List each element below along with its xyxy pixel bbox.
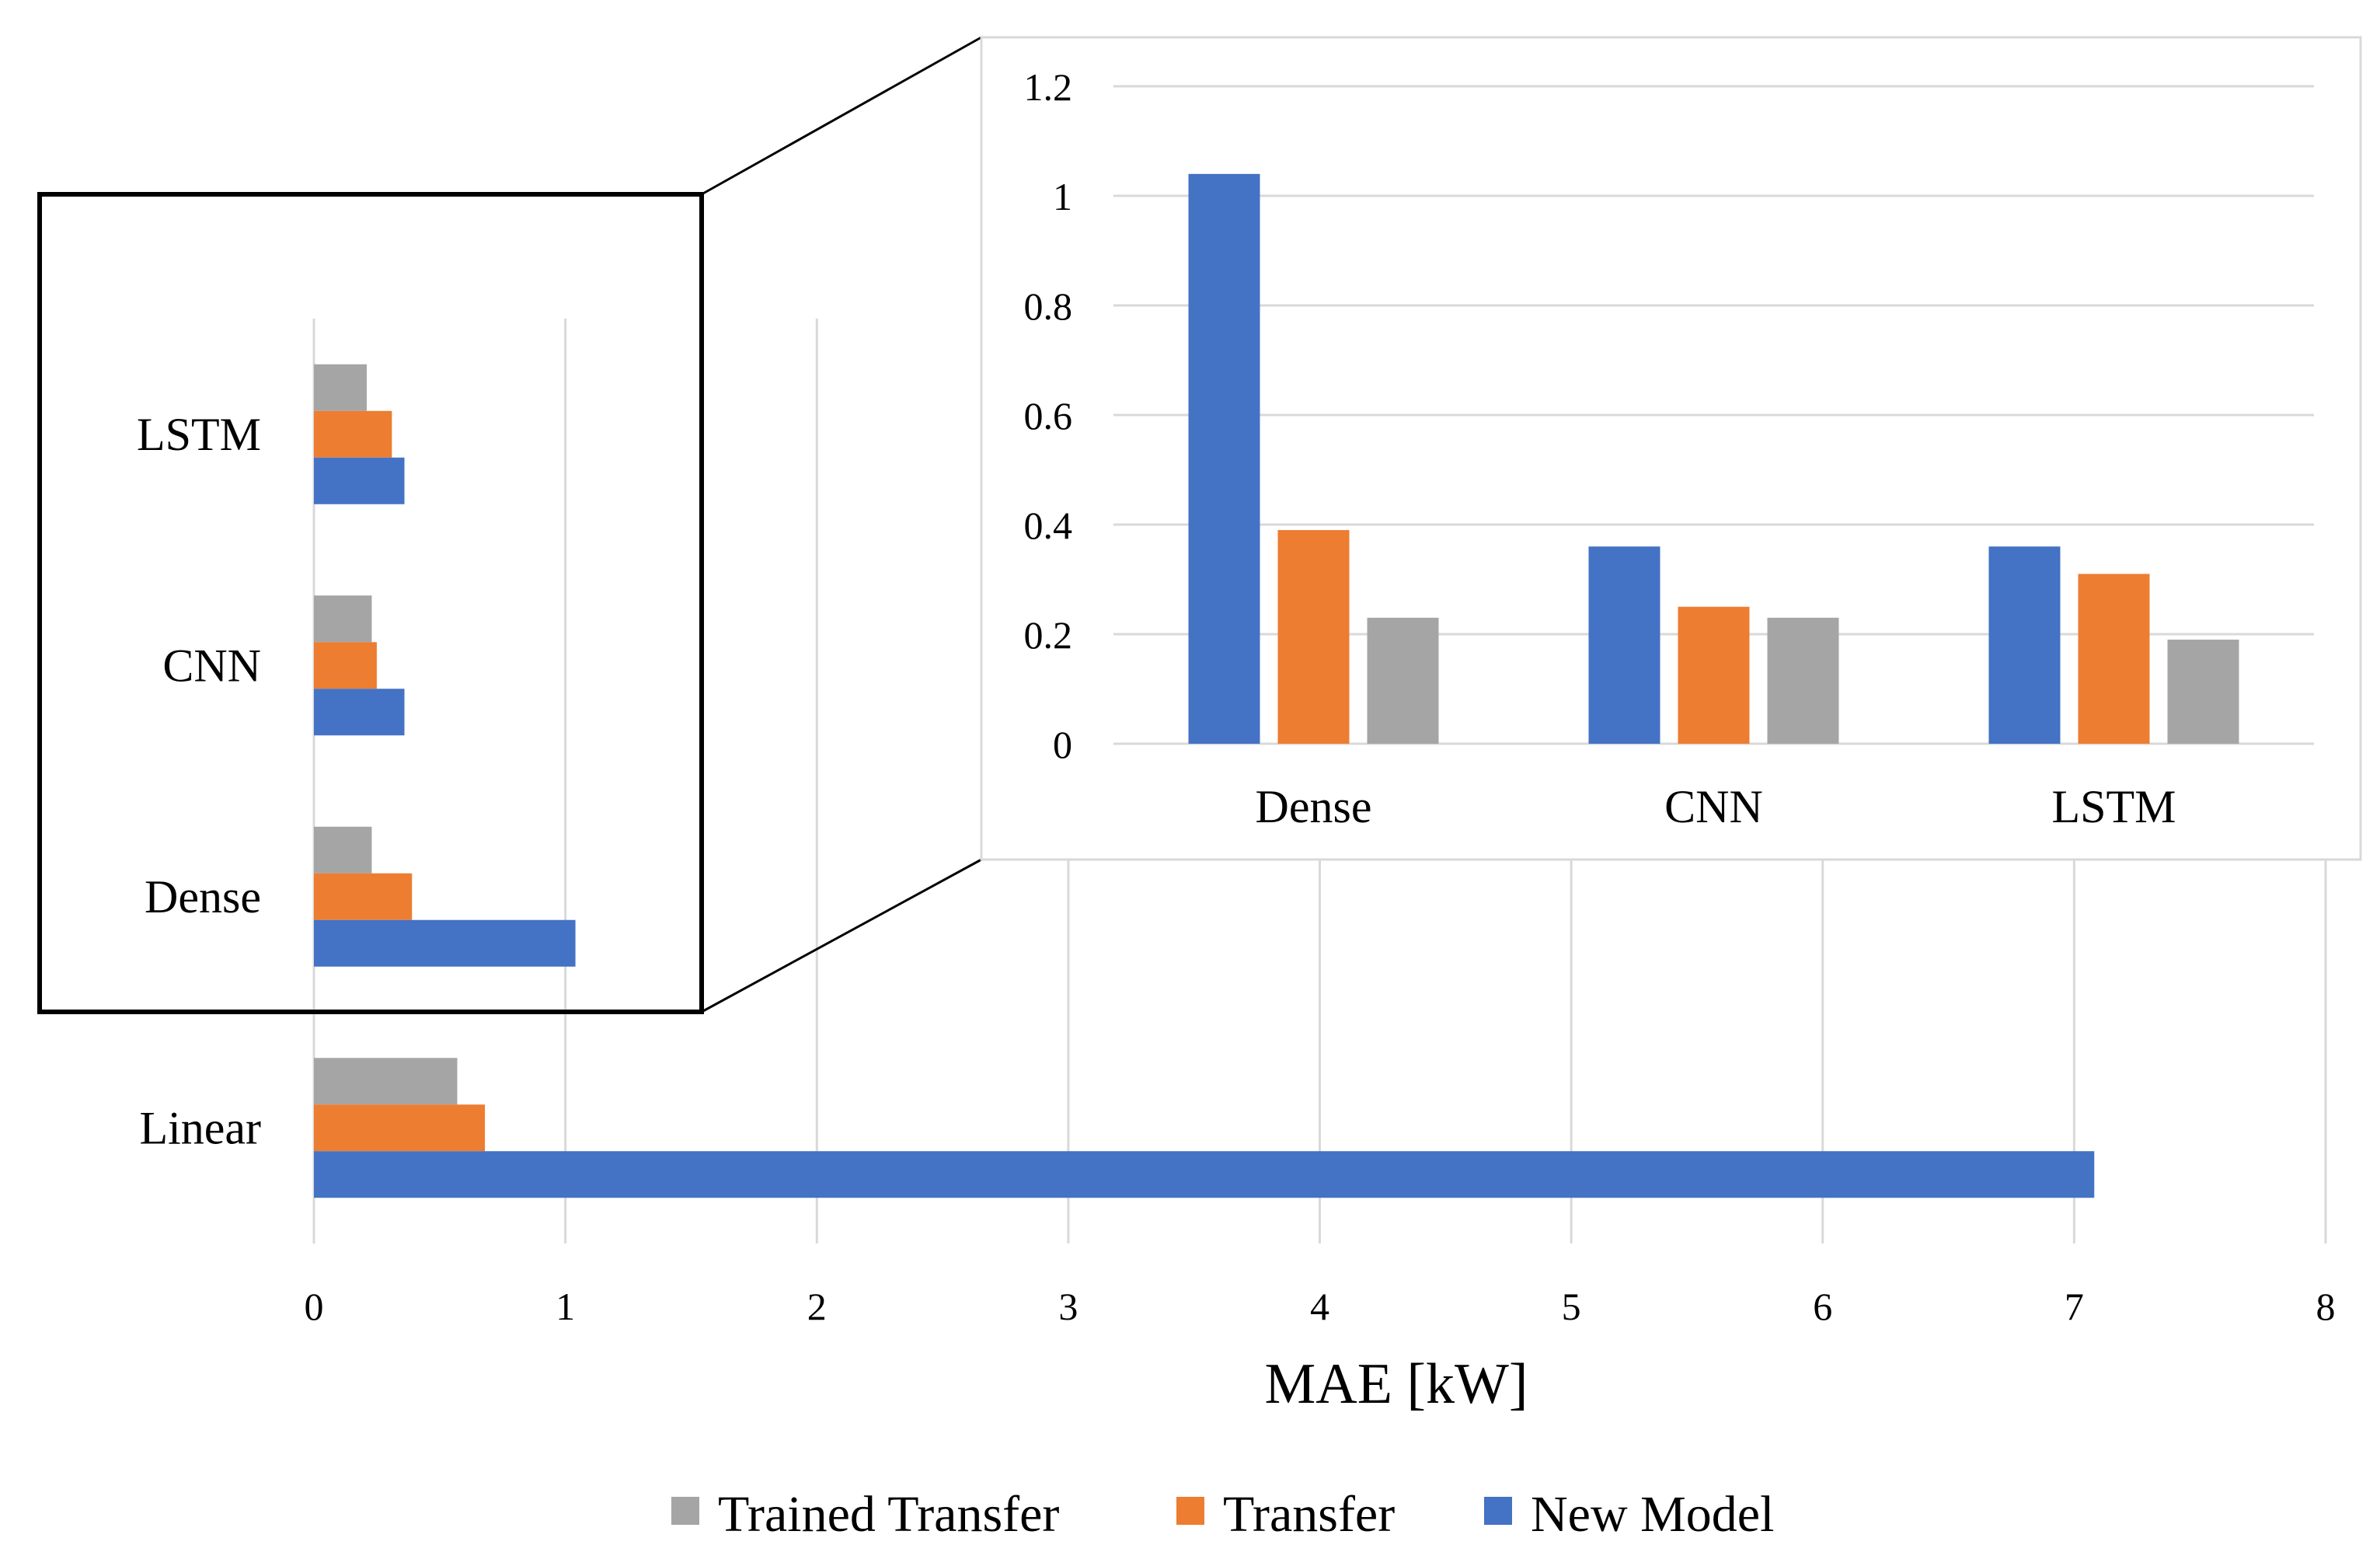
inset-y-tick-label: 1.2 [1024, 65, 1073, 109]
bar-transfer-lstm [314, 410, 392, 458]
main-category-labels: Linear Dense CNN LSTM [137, 409, 261, 1154]
inset-category-labels: Dense CNN LSTM [1256, 781, 2176, 832]
x-axis-title: MAE [kW] [1264, 1352, 1528, 1416]
bar-transfer-cnn [314, 642, 377, 689]
inset-bar-trained-transfer-lstm [2167, 640, 2239, 744]
category-label-linear: Linear [139, 1102, 261, 1153]
inset-bar-trained-transfer-dense [1367, 617, 1439, 744]
inset-y-tick-label: 0.2 [1024, 613, 1073, 657]
inset-panel [980, 36, 2362, 861]
bar-trained-transfer-linear [314, 1058, 458, 1105]
inset-category-label-dense: Dense [1256, 781, 1372, 832]
inset-bars [1188, 173, 2239, 745]
legend-label-trained-transfer: Trained Transfer [718, 1486, 1059, 1543]
legend-swatch-trained-transfer [671, 1497, 699, 1525]
legend-swatch-new-model [1484, 1497, 1512, 1525]
inset-category-label-cnn: CNN [1664, 781, 1763, 832]
x-tick-label: 8 [2316, 1285, 2336, 1328]
x-tick-label: 0 [305, 1285, 324, 1328]
bar-new-model-cnn [314, 689, 405, 736]
category-label-cnn: CNN [162, 640, 261, 691]
legend-label-new-model: New Model [1531, 1486, 1774, 1543]
x-tick-label: 4 [1310, 1285, 1329, 1328]
category-label-lstm: LSTM [137, 409, 261, 460]
inset-bar-trained-transfer-cnn [1767, 617, 1839, 744]
x-tick-label: 2 [807, 1285, 827, 1328]
bar-trained-transfer-dense [314, 826, 372, 874]
zoom-connector-top [701, 36, 982, 196]
x-tick-label: 7 [2065, 1285, 2084, 1328]
inset-bar-new-model-dense [1188, 173, 1260, 745]
x-tick-label: 5 [1562, 1285, 1581, 1328]
inset-y-tick-label: 0.8 [1024, 284, 1073, 328]
inset-bar-transfer-lstm [2078, 574, 2150, 744]
main-x-tick-labels: 0 1 2 3 4 5 6 7 8 [305, 1285, 2336, 1328]
legend-swatch-transfer [1176, 1497, 1204, 1525]
main-bars [314, 364, 2095, 1198]
inset-y-tick-label: 1 [1053, 175, 1072, 218]
bar-new-model-linear [314, 1151, 2095, 1198]
zoom-frame [37, 192, 704, 1014]
legend-label-transfer: Transfer [1223, 1486, 1395, 1543]
bar-transfer-dense [314, 873, 413, 920]
inset-bar-transfer-dense [1277, 530, 1350, 744]
x-tick-label: 3 [1058, 1285, 1078, 1328]
inset-y-tick-label: 0.4 [1024, 504, 1073, 547]
bar-trained-transfer-lstm [314, 364, 367, 411]
category-label-dense: Dense [145, 871, 261, 922]
inset-bar-new-model-cnn [1588, 546, 1660, 744]
inset-bar-new-model-lstm [1988, 546, 2061, 744]
zoom-connector-bottom [701, 858, 982, 1013]
inset-y-tick-label: 0 [1053, 723, 1072, 766]
bar-new-model-dense [314, 919, 576, 967]
inset-y-tick-label: 0.6 [1024, 394, 1073, 438]
inset-bar-transfer-cnn [1678, 606, 1750, 744]
bar-transfer-linear [314, 1104, 486, 1152]
x-tick-label: 6 [1813, 1285, 1832, 1328]
inset-category-label-lstm: LSTM [2051, 781, 2176, 832]
x-tick-label: 1 [556, 1285, 575, 1328]
legend: Trained Transfer Transfer New Model [671, 1486, 1774, 1543]
bar-new-model-lstm [314, 457, 405, 504]
bar-trained-transfer-cnn [314, 595, 372, 643]
inset-y-tick-labels: 0 0.2 0.4 0.6 0.8 1 1.2 [1024, 65, 1073, 766]
